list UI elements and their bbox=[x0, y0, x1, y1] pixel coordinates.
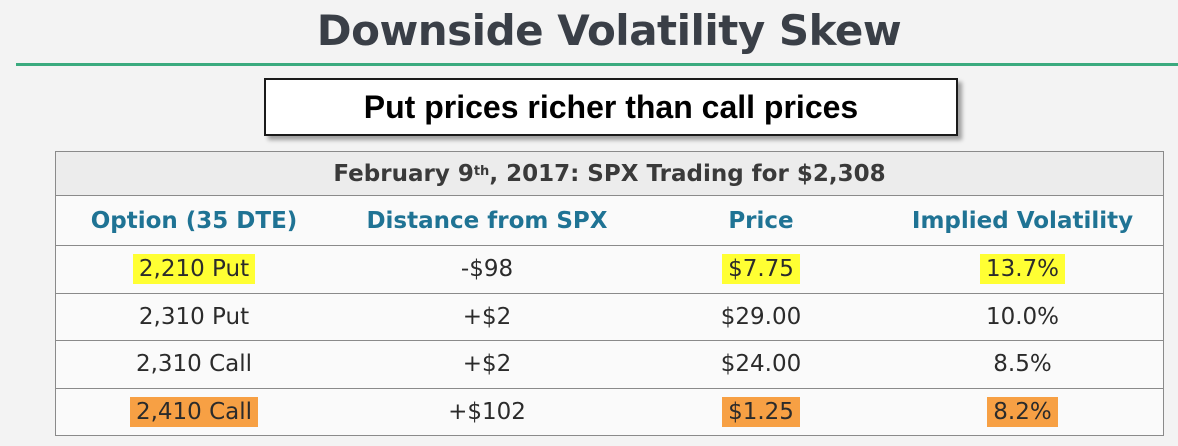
iv-cell: 10.0% bbox=[985, 303, 1060, 330]
title-divider bbox=[16, 63, 1178, 66]
table-row: 2,310 Call +$2 $24.00 8.5% bbox=[56, 341, 1163, 389]
price-cell: $24.00 bbox=[720, 351, 802, 378]
table-row: 2,410 Call +$102 $1.25 8.2% bbox=[56, 389, 1163, 437]
option-cell: 2,310 Put bbox=[138, 303, 250, 330]
table-row: 2,310 Put +$2 $29.00 10.0% bbox=[56, 294, 1163, 341]
caption-ordinal: th bbox=[473, 164, 490, 179]
iv-highlight: 13.7% bbox=[979, 254, 1066, 285]
header-price: Price bbox=[728, 207, 794, 234]
caption-detail: , 2017: SPX Trading for $2,308 bbox=[489, 160, 886, 187]
distance-cell: -$98 bbox=[460, 256, 514, 283]
caption-date: February 9 bbox=[333, 160, 474, 187]
option-cell: 2,210 Put bbox=[56, 254, 332, 285]
iv-highlight: 8.2% bbox=[987, 397, 1058, 428]
price-highlight: $1.25 bbox=[722, 397, 800, 428]
header-implied-volatility: Implied Volatility bbox=[911, 207, 1134, 234]
price-cell: $1.25 bbox=[642, 397, 880, 428]
option-cell: 2,310 Call bbox=[135, 351, 253, 378]
callout-text: Put prices richer than call prices bbox=[363, 88, 859, 125]
header-option: Option (35 DTE) bbox=[90, 207, 298, 234]
distance-cell: +$2 bbox=[462, 303, 512, 330]
price-cell: $7.75 bbox=[642, 254, 880, 285]
price-highlight: $7.75 bbox=[722, 254, 800, 285]
iv-cell: 8.2% bbox=[880, 397, 1165, 428]
header-row: Option (35 DTE) Distance from SPX Price … bbox=[56, 196, 1163, 246]
slide-title: Downside Volatility Skew bbox=[316, 6, 902, 55]
callout-box: Put prices richer than call prices bbox=[264, 78, 958, 136]
table-row: 2,210 Put -$98 $7.75 13.7% bbox=[56, 246, 1163, 294]
header-distance: Distance from SPX bbox=[366, 207, 608, 234]
distance-cell: +$102 bbox=[448, 399, 526, 426]
option-cell: 2,410 Call bbox=[56, 397, 332, 428]
iv-cell: 8.5% bbox=[993, 351, 1052, 378]
price-cell: $29.00 bbox=[720, 303, 802, 330]
iv-cell: 13.7% bbox=[880, 254, 1165, 285]
option-highlight: 2,210 Put bbox=[132, 254, 256, 285]
option-highlight: 2,410 Call bbox=[129, 397, 259, 428]
distance-cell: +$2 bbox=[462, 351, 512, 378]
